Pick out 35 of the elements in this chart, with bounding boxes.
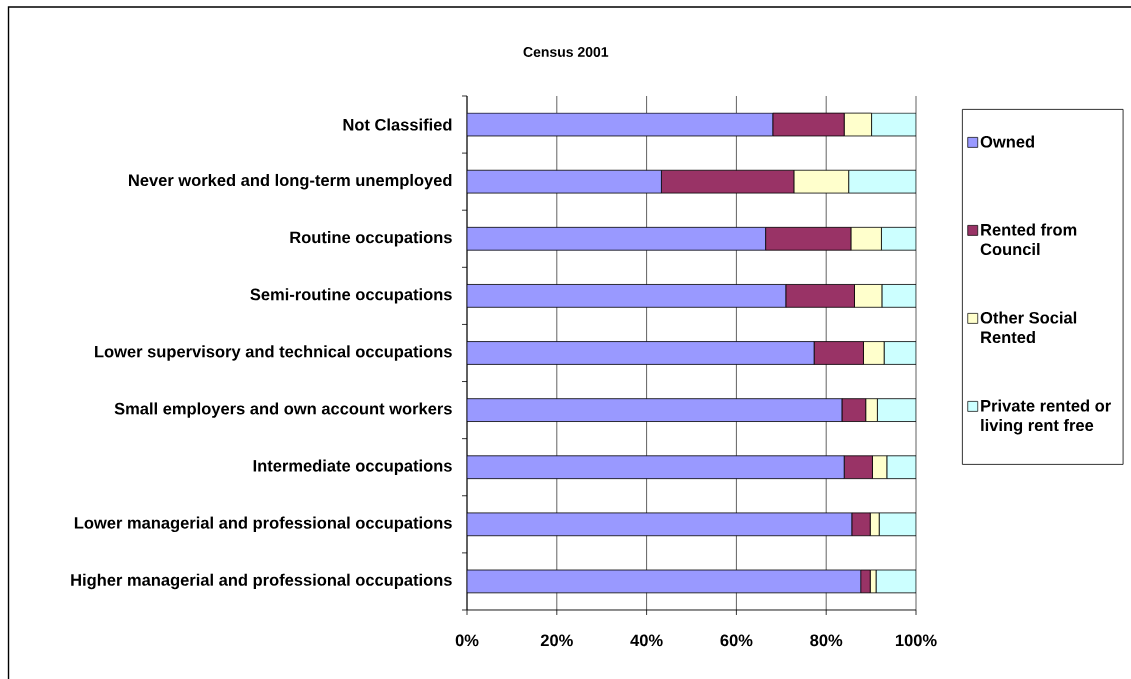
bar xyxy=(467,112,774,137)
bar xyxy=(881,226,916,251)
bar xyxy=(467,398,843,422)
x-tick-label: 80% xyxy=(810,634,843,647)
bar xyxy=(467,512,853,537)
bar xyxy=(467,169,662,194)
y-tick-label: Intermediate occupations xyxy=(253,459,452,475)
bar xyxy=(883,341,916,365)
y-tick-label: Not Classified xyxy=(343,118,452,131)
bar xyxy=(886,455,916,480)
legend-label: Other Social Rented xyxy=(980,311,1077,344)
x-tick-label: 0% xyxy=(455,634,479,647)
bar xyxy=(467,569,862,594)
y-tick-label: Never worked and long-term unemployed xyxy=(129,173,452,190)
bar xyxy=(467,226,766,251)
y-tick-label: Higher managerial and professional occupations xyxy=(71,573,452,590)
y-tick-label: Lower managerial and professional occupations xyxy=(74,516,452,533)
legend-label: Owned xyxy=(980,135,1034,148)
y-tick-label: Lower supervisory and technical occupations xyxy=(95,345,452,361)
x-tick-label: 60% xyxy=(720,634,753,647)
chart-title: Census 2001 xyxy=(523,46,609,57)
y-tick-label: Routine occupations xyxy=(290,231,452,247)
y-tick-label: Semi-routine occupations xyxy=(250,288,452,304)
bar xyxy=(467,284,787,308)
bar xyxy=(467,341,815,365)
x-tick-label: 20% xyxy=(540,634,573,647)
bar xyxy=(881,284,916,308)
bar xyxy=(467,455,845,480)
x-tick-label: 40% xyxy=(630,634,663,647)
x-tick-label: 100% xyxy=(895,634,937,647)
bar xyxy=(876,398,916,422)
legend-label: Private rented or living rent free xyxy=(981,399,1111,435)
bar xyxy=(848,169,916,194)
y-tick-label: Small employers and own account workers xyxy=(114,402,452,418)
legend-label: Rented from Council xyxy=(980,223,1077,256)
